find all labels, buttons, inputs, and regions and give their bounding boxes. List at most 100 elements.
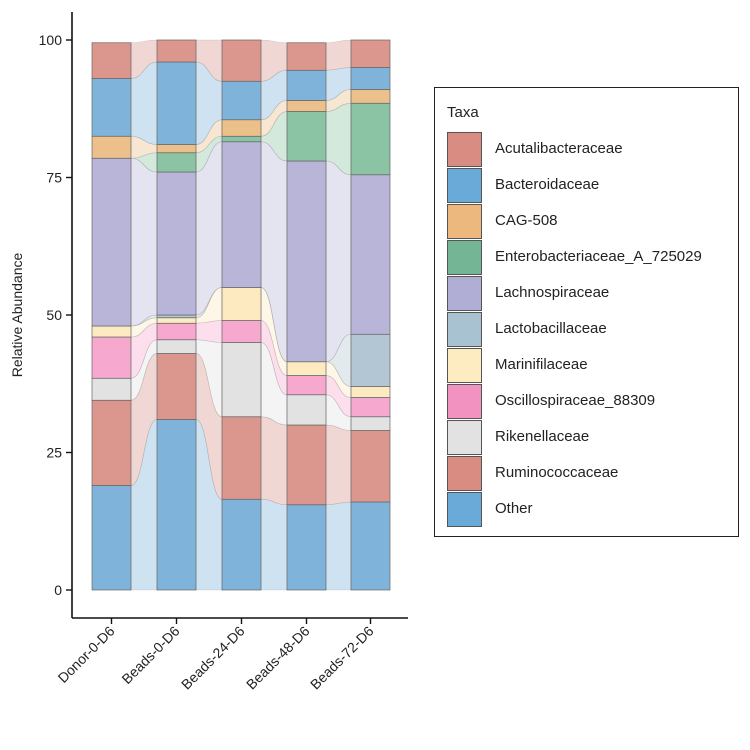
bar-segment-oscillospiraceae-88309-3 [286, 375, 327, 396]
bar-segment-lachnospiraceae-1 [156, 171, 197, 316]
bar-segment-acutalibacteraceae-4 [350, 39, 391, 68]
bar-segment-acutalibacteraceae-1 [156, 39, 197, 63]
legend-item-enterobacteriaceae-a-725029: Enterobacteriaceae_A_725029 [447, 240, 737, 276]
legend-item-lactobacillaceae: Lactobacillaceae [447, 312, 737, 348]
flow-lachnospiraceae-2 [260, 141, 288, 363]
bar-segment-oscillospiraceae-88309-1 [156, 322, 197, 341]
bar-segment-acutalibacteraceae-2 [221, 39, 262, 82]
legend-label: Lactobacillaceae [495, 320, 607, 337]
legend-swatch [447, 240, 482, 275]
x-tick-label-donor-0-d6: Donor-0-D6 [55, 623, 118, 686]
legend-label: CAG-508 [495, 212, 558, 229]
bar-segment-cag-508-2 [221, 119, 262, 137]
y-tick-label-25: 25 [46, 445, 62, 461]
bar-segment-acutalibacteraceae-0 [91, 42, 132, 79]
flow-other-3 [325, 501, 352, 591]
alluvial-flows [130, 39, 352, 591]
bar-segment-bacteroidaceae-2 [221, 80, 262, 121]
bar-segment-ruminococcaceae-2 [221, 416, 262, 500]
bar-segment-bacteroidaceae-1 [156, 61, 197, 145]
legend-label: Rikenellaceae [495, 428, 590, 445]
x-tick-label-beads-72-d6: Beads-72-D6 [307, 623, 377, 693]
legend-swatch [447, 204, 482, 239]
y-tick-label-50: 50 [46, 307, 62, 323]
bar-segment-marinifilaceae-4 [350, 386, 391, 398]
bar-segment-other-2 [221, 498, 262, 591]
bar-segment-enterobacteriaceae-a-725029-2 [221, 135, 262, 143]
legend-label: Enterobacteriaceae_A_725029 [495, 248, 702, 265]
y-axis-label: Relative Abundance [9, 253, 25, 378]
bar-segment-cag-508-1 [156, 144, 197, 154]
legend-item-other: Other [447, 492, 737, 528]
legend-swatch [447, 312, 482, 347]
flow-other-2 [260, 498, 288, 591]
legend-label: Bacteroidaceae [495, 176, 600, 193]
bar-segment-lachnospiraceae-4 [350, 174, 391, 335]
bar-segment-oscillospiraceae-88309-2 [221, 320, 262, 343]
bar-segment-oscillospiraceae-88309-4 [350, 397, 391, 418]
bar-segment-bacteroidaceae-3 [286, 69, 327, 101]
bar-segment-rikenellaceae-1 [156, 339, 197, 354]
legend-swatch [447, 456, 482, 491]
x-tick-label-beads-0-d6: Beads-0-D6 [118, 623, 182, 687]
bar-segment-cag-508-3 [286, 100, 327, 112]
bar-segment-marinifilaceae-0 [91, 325, 132, 338]
bar-segment-rikenellaceae-3 [286, 394, 327, 426]
flow-ruminococcaceae-2 [260, 416, 288, 506]
legend-swatch [447, 420, 482, 455]
stacked-bars [91, 39, 391, 591]
legend-swatch [447, 168, 482, 203]
y-tick-label-100: 100 [39, 32, 63, 48]
legend-label: Other [495, 500, 533, 517]
legend-swatch [447, 132, 482, 167]
bar-segment-other-4 [350, 501, 391, 591]
x-tick-label-beads-24-d6: Beads-24-D6 [178, 623, 248, 693]
legend-item-cag-508: CAG-508 [447, 204, 737, 240]
bar-segment-rikenellaceae-0 [91, 377, 132, 401]
legend-swatch [447, 276, 482, 311]
legend-item-ruminococcaceae: Ruminococcaceae [447, 456, 737, 492]
bar-segment-cag-508-0 [91, 135, 132, 159]
bar-segment-lachnospiraceae-3 [286, 160, 327, 363]
legend-swatch [447, 384, 482, 419]
bar-segment-ruminococcaceae-0 [91, 399, 132, 486]
y-tick-label-75: 75 [46, 170, 62, 186]
legend: Taxa Acutalibacteraceae Bacteroidaceae CAG… [434, 87, 739, 537]
legend-item-oscillospiraceae-88309: Oscillospiraceae_88309 [447, 384, 737, 420]
bar-segment-ruminococcaceae-1 [156, 353, 197, 420]
legend-label: Lachnospiraceae [495, 284, 610, 301]
bar-segment-lactobacillaceae-1 [156, 314, 197, 319]
bar-segment-enterobacteriaceae-a-725029-1 [156, 152, 197, 173]
legend-label: Marinifilaceae [495, 356, 588, 373]
flow-oscillospiraceae-88309-1 [195, 320, 223, 343]
bar-segment-lactobacillaceae-4 [350, 333, 391, 387]
bar-segment-other-3 [286, 504, 327, 591]
flow-acutalibacteraceae-3 [325, 39, 352, 71]
y-tick-label-0: 0 [54, 582, 62, 598]
legend-label: Ruminococcaceae [495, 464, 619, 481]
bar-segment-cag-508-4 [350, 89, 391, 104]
bar-segment-rikenellaceae-2 [221, 342, 262, 418]
bar-segment-other-0 [91, 485, 132, 591]
legend-swatch [447, 492, 482, 527]
bar-segment-enterobacteriaceae-a-725029-3 [286, 111, 327, 162]
bar-segment-acutalibacteraceae-3 [286, 42, 327, 71]
legend-item-marinifilaceae: Marinifilaceae [447, 348, 737, 384]
bar-segment-rikenellaceae-4 [350, 416, 391, 431]
bar-segment-ruminococcaceae-3 [286, 424, 327, 506]
bar-segment-marinifilaceae-1 [156, 317, 197, 324]
bar-segment-marinifilaceae-3 [286, 361, 327, 376]
legend-label: Oscillospiraceae_88309 [495, 392, 656, 409]
legend-item-bacteroidaceae: Bacteroidaceae [447, 168, 737, 204]
legend-title: Taxa [447, 104, 479, 121]
bar-segment-bacteroidaceae-4 [350, 67, 391, 90]
bar-segment-lachnospiraceae-0 [91, 157, 132, 327]
legend-label: Acutalibacteraceae [495, 140, 623, 157]
bar-segment-ruminococcaceae-4 [350, 430, 391, 503]
flow-ruminococcaceae-3 [325, 424, 352, 506]
bar-segment-enterobacteriaceae-a-725029-4 [350, 102, 391, 176]
legend-item-lachnospiraceae: Lachnospiraceae [447, 276, 737, 312]
legend-swatch [447, 348, 482, 383]
bar-segment-other-1 [156, 419, 197, 591]
